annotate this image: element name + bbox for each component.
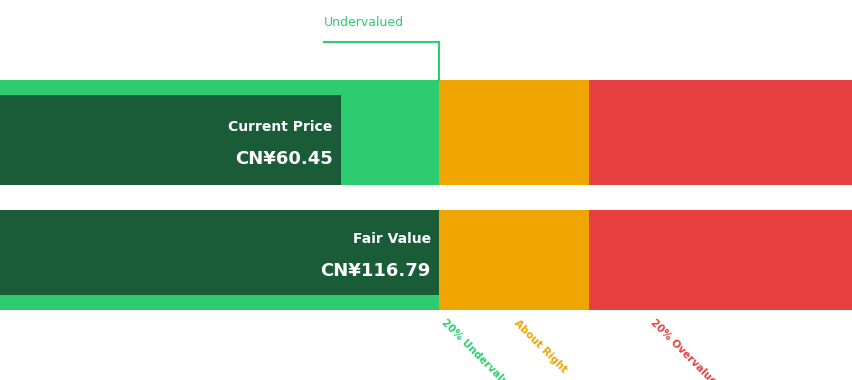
Bar	[588, 80, 852, 95]
Bar	[0, 80, 439, 95]
Text: About Right: About Right	[511, 318, 568, 374]
Text: CN¥116.79: CN¥116.79	[320, 263, 430, 280]
Bar	[0, 210, 439, 295]
Bar	[0, 295, 439, 310]
Text: 48.2%: 48.2%	[324, 0, 396, 3]
Text: 20% Undervalued: 20% Undervalued	[439, 318, 519, 380]
Bar	[439, 80, 588, 95]
Bar	[439, 295, 588, 310]
Bar	[0, 210, 439, 295]
Bar	[588, 95, 852, 185]
Bar	[439, 210, 588, 295]
Bar	[0, 95, 439, 185]
Text: Undervalued: Undervalued	[324, 16, 404, 30]
Bar	[439, 95, 588, 185]
Bar	[588, 210, 852, 295]
Bar	[0, 95, 341, 185]
Text: CN¥60.45: CN¥60.45	[234, 150, 332, 168]
Text: 20% Overvalued: 20% Overvalued	[648, 318, 722, 380]
Text: Fair Value: Fair Value	[352, 232, 430, 246]
Bar	[588, 295, 852, 310]
Text: Current Price: Current Price	[228, 120, 332, 134]
